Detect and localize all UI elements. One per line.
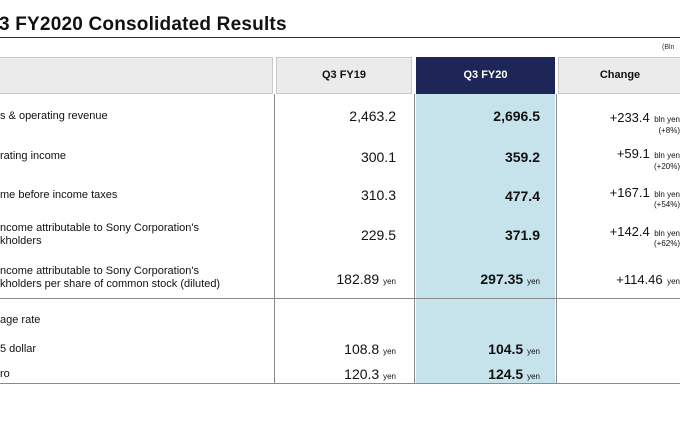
change-amount: +233.4 [609, 110, 650, 125]
q3-fy19-value: 300.1 [360, 149, 396, 165]
q3-fy19-unit: yen [383, 372, 396, 381]
change-percent: (+62%) [653, 239, 680, 248]
row-label-line-2: kholders per share of common stock (dilu… [0, 278, 221, 290]
unit-note: (Bln [662, 44, 675, 51]
header-change: Change [558, 57, 680, 94]
q3-fy20-value: 371.9 [504, 227, 540, 243]
exchange-rate-heading: age rate [0, 314, 41, 326]
row-label: ro [0, 368, 10, 380]
title-rule [0, 37, 680, 38]
q3-fy20-unit: yen [527, 372, 540, 381]
header-q3-fy19-label: Q3 FY19 [321, 69, 367, 81]
q3-fy19-amount: 182.89 [336, 271, 380, 287]
q3-fy20-value: 124.5 yen [488, 366, 540, 382]
q3-fy19-value: 120.3 yen [344, 366, 396, 382]
change-amount: +167.1 [609, 185, 650, 200]
row-label: 5 dollar [0, 343, 37, 355]
q3-fy19-value: 229.5 [360, 227, 396, 243]
q3-fy19-value: 182.89 yen [336, 271, 396, 287]
header-label-cell [0, 57, 273, 94]
change-unit: bln yen [654, 190, 680, 199]
q3-fy20-unit: yen [527, 347, 540, 356]
q3-fy20-value: 359.2 [504, 149, 540, 165]
q3-fy19-amount: 120.3 [344, 366, 380, 382]
change-value: +142.4 bln yen [610, 223, 680, 241]
row-label: rating income [0, 150, 67, 162]
change-value: +167.1 bln yen [610, 184, 680, 202]
q3-fy20-value: 2,696.5 [493, 108, 540, 124]
change-percent: (+20%) [653, 162, 680, 171]
row-label-line-1: ncome attributable to Sony Corporation's [0, 265, 199, 277]
q3-fy19-value: 310.3 [360, 187, 396, 203]
header-q3-fy20-label: Q3 FY20 [463, 69, 508, 81]
row-label: me before income taxes [0, 189, 118, 201]
change-amount: +114.46 [616, 272, 663, 287]
change-amount: +142.4 [609, 224, 650, 239]
table-vline [414, 94, 415, 383]
q3-fy20-unit: yen [527, 277, 540, 286]
change-value: +114.46 yen [616, 271, 680, 289]
change-percent: (+8%) [658, 126, 680, 135]
q3-fy19-unit: yen [383, 347, 396, 356]
row-label-line-1: ncome attributable to Sony Corporation's [0, 222, 199, 234]
row-label: s & operating revenue [0, 110, 108, 122]
fy20-highlight-column [416, 94, 555, 383]
change-unit: yen [667, 277, 680, 286]
row-label-line-2: kholders [0, 235, 42, 247]
table-hline [0, 383, 680, 384]
table-vline [556, 94, 557, 383]
header-q3-fy19: Q3 FY19 [276, 57, 412, 94]
q3-fy19-value: 108.8 yen [344, 341, 396, 357]
change-value: +59.1 bln yen [617, 145, 680, 163]
page-title: 3 FY2020 Consolidated Results [0, 14, 287, 35]
q3-fy20-value: 104.5 yen [488, 341, 540, 357]
q3-fy20-value: 477.4 [504, 188, 540, 204]
q3-fy20-amount: 104.5 [488, 341, 524, 357]
table-hline [0, 298, 680, 299]
change-unit: bln yen [654, 229, 680, 238]
header-q3-fy20: Q3 FY20 [416, 57, 555, 94]
header-change-label: Change [599, 69, 641, 81]
change-percent: (+54%) [653, 200, 680, 209]
change-unit: bln yen [654, 151, 680, 160]
q3-fy19-amount: 108.8 [344, 341, 380, 357]
table-vline [274, 94, 275, 383]
q3-fy19-value: 2,463.2 [349, 108, 396, 124]
q3-fy20-amount: 297.35 [480, 271, 524, 287]
q3-fy20-amount: 124.5 [488, 366, 524, 382]
change-amount: +59.1 [616, 146, 650, 161]
q3-fy20-value: 297.35 yen [480, 271, 540, 287]
change-unit: bln yen [654, 115, 680, 124]
q3-fy19-unit: yen [383, 277, 396, 286]
change-value: +233.4 bln yen [610, 109, 680, 127]
